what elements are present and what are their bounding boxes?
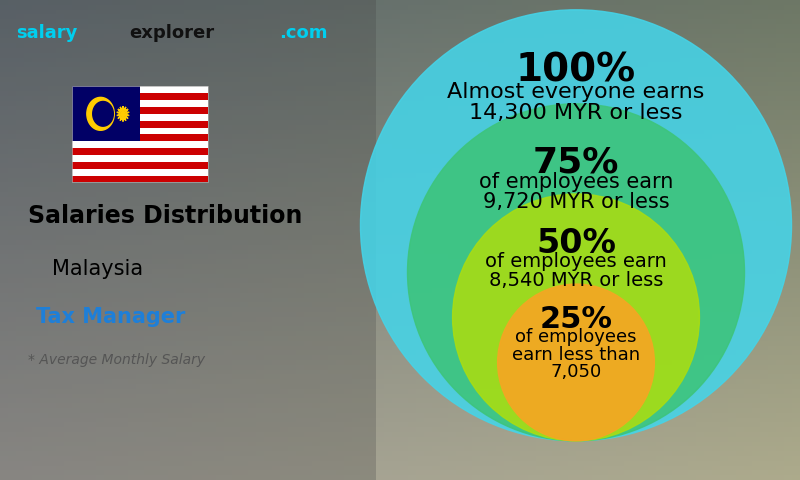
- Text: of employees earn: of employees earn: [485, 252, 667, 272]
- Polygon shape: [87, 97, 114, 130]
- Text: 75%: 75%: [533, 146, 619, 180]
- Text: 25%: 25%: [539, 305, 613, 334]
- Bar: [72, 86, 208, 182]
- Text: 8,540 MYR or less: 8,540 MYR or less: [489, 271, 663, 290]
- Bar: [72, 128, 208, 134]
- Text: salary: salary: [16, 24, 78, 42]
- Text: of employees: of employees: [515, 328, 637, 346]
- Polygon shape: [93, 101, 114, 126]
- Bar: [72, 134, 208, 141]
- Text: explorer: explorer: [129, 24, 214, 42]
- Text: earn less than: earn less than: [512, 346, 640, 364]
- Text: 7,050: 7,050: [550, 363, 602, 381]
- Text: Malaysia: Malaysia: [52, 259, 143, 279]
- Text: Tax Manager: Tax Manager: [36, 307, 186, 327]
- Text: .com: .com: [279, 24, 328, 42]
- Text: 50%: 50%: [536, 227, 616, 260]
- Circle shape: [407, 104, 745, 441]
- Bar: [72, 86, 208, 93]
- Polygon shape: [117, 106, 130, 121]
- Text: Salaries Distribution: Salaries Distribution: [28, 204, 302, 228]
- Bar: [72, 168, 208, 176]
- Bar: [72, 155, 208, 162]
- Circle shape: [453, 194, 699, 441]
- Text: of employees earn: of employees earn: [479, 172, 673, 192]
- Bar: [72, 120, 208, 128]
- Bar: [72, 176, 208, 182]
- Bar: [72, 114, 208, 120]
- Text: Almost everyone earns: Almost everyone earns: [447, 82, 705, 102]
- Circle shape: [361, 10, 791, 441]
- Bar: [72, 93, 208, 100]
- Circle shape: [498, 284, 654, 441]
- Bar: [72, 107, 208, 114]
- Bar: [72, 148, 208, 155]
- Bar: [0, 0, 376, 480]
- Bar: [72, 86, 140, 141]
- Text: * Average Monthly Salary: * Average Monthly Salary: [28, 353, 205, 367]
- Bar: [72, 162, 208, 168]
- Bar: [72, 141, 208, 148]
- Text: 14,300 MYR or less: 14,300 MYR or less: [470, 103, 682, 123]
- Bar: [72, 100, 208, 107]
- Text: 100%: 100%: [516, 51, 636, 89]
- Text: 9,720 MYR or less: 9,720 MYR or less: [482, 192, 670, 212]
